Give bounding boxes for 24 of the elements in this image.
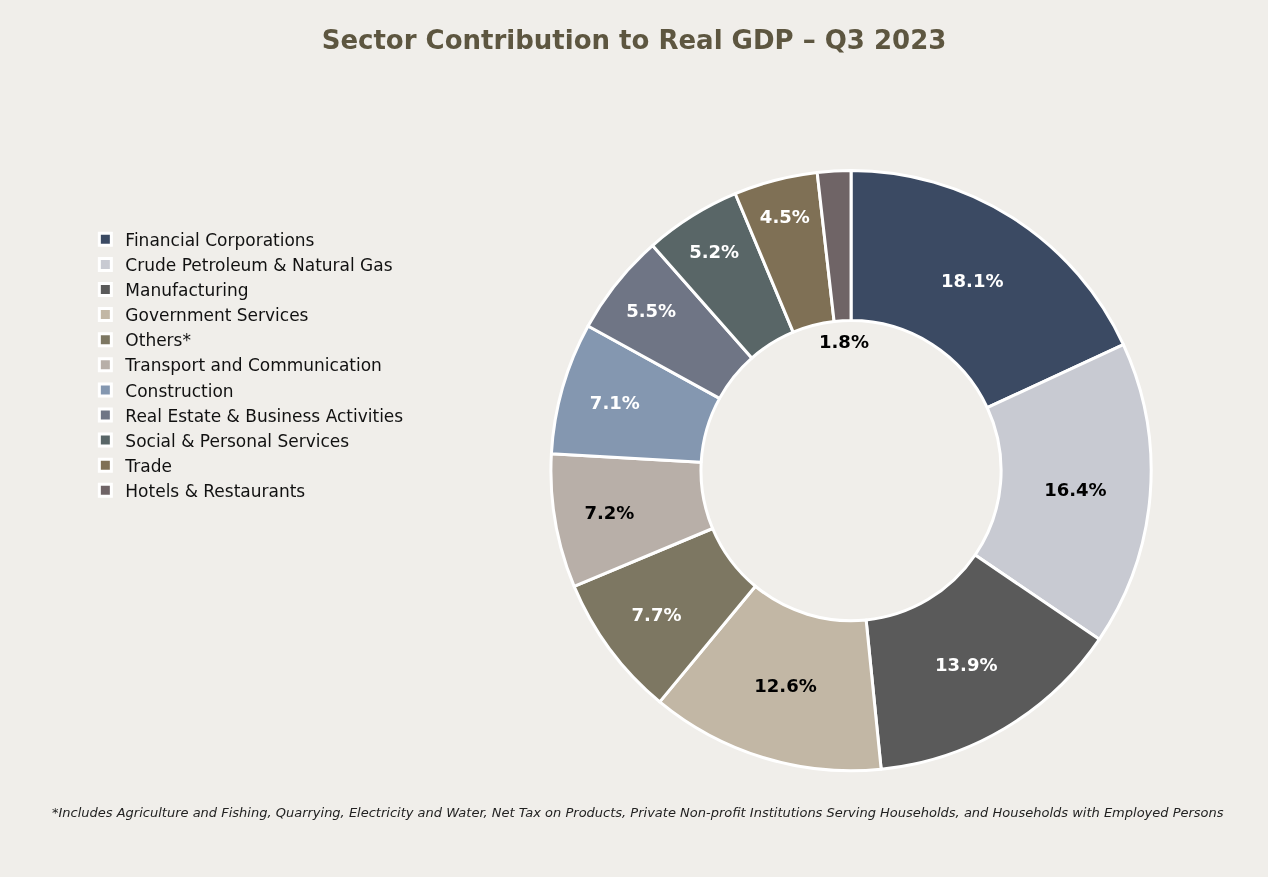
legend-label: Government Services <box>125 305 309 326</box>
legend-label: Transport and Communication <box>124 355 382 376</box>
data-label: 5.2% <box>689 241 740 263</box>
legend-label: Real Estate & Business Activities <box>125 405 404 426</box>
data-label: 12.6% <box>754 675 817 697</box>
data-label: 5.5% <box>626 300 677 322</box>
chart-title: Sector Contribution to Real GDP – Q3 2023 <box>321 24 947 55</box>
legend-label: Manufacturing <box>125 280 249 301</box>
data-label: 7.7% <box>631 604 682 626</box>
data-label: 16.4% <box>1044 478 1107 500</box>
legend-label: Trade <box>124 455 172 476</box>
text: *Includes Agriculture and Fishing, Quarrying, Electricity and Water, Net Tax on Products, Private Non-profit Institutions Serving Households, and Households with Employed Persons <box>52 805 1224 820</box>
data-label: 18.1% <box>941 270 1004 292</box>
legend-label: Crude Petroleum & Natural Gas <box>125 255 393 276</box>
data-label: 1.8% <box>819 331 869 352</box>
data-label: 7.1% <box>589 392 640 414</box>
legend-label: Construction <box>125 380 234 401</box>
legend-label: Social & Personal Services <box>125 430 350 451</box>
data-label: 4.5% <box>759 205 810 227</box>
data-label: 7.2% <box>584 501 635 523</box>
data-label: 13.9% <box>935 653 998 675</box>
legend-label: Hotels & Restaurants <box>125 480 306 501</box>
legend-label: Others* <box>125 330 191 351</box>
legend-label: Financial Corporations <box>125 229 315 250</box>
